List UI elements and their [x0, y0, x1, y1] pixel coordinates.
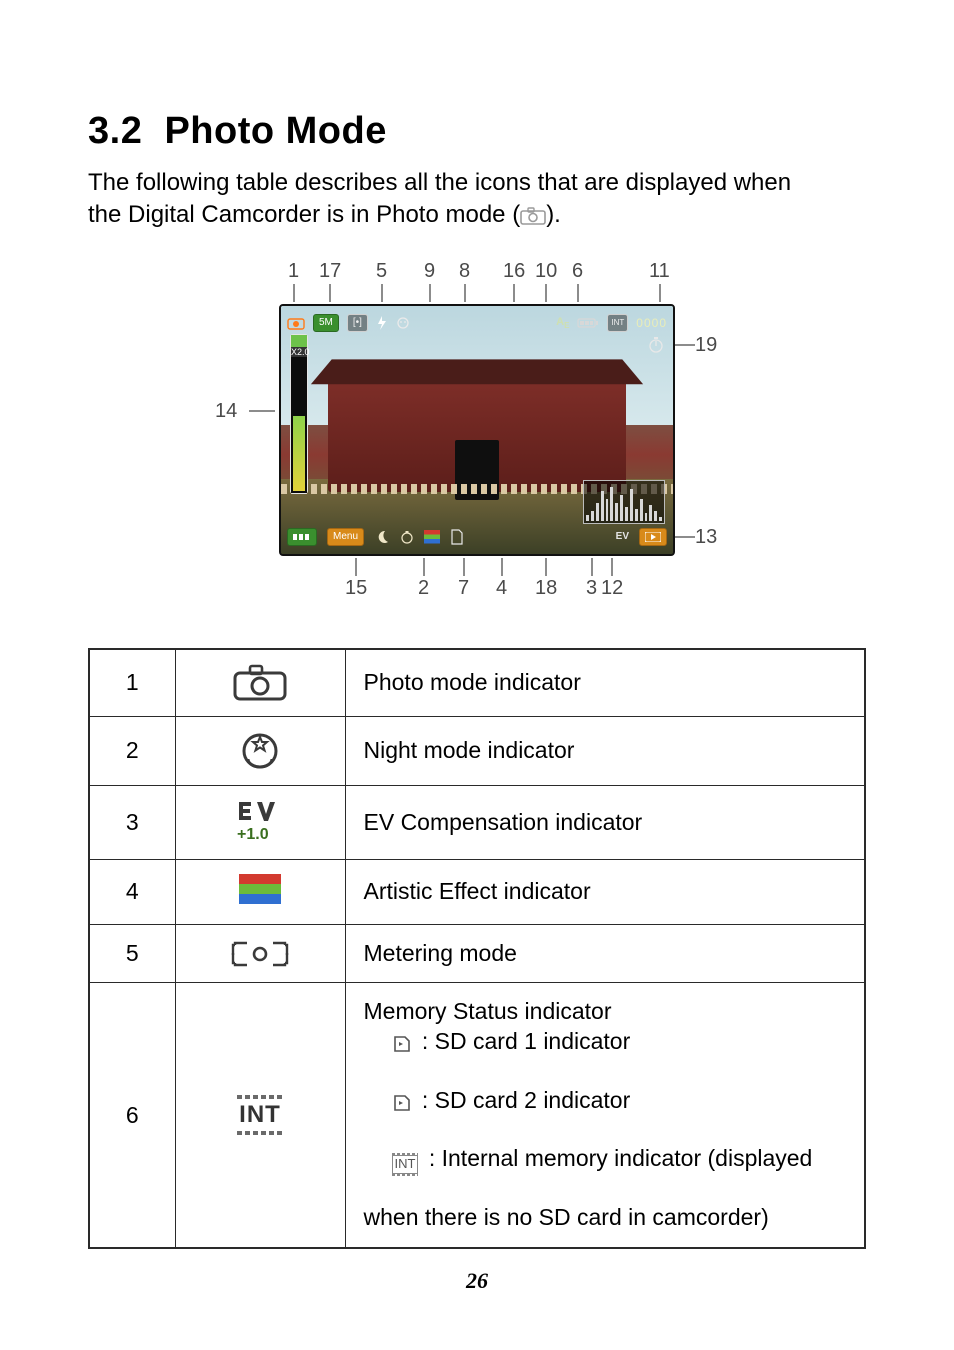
row-number: 6	[89, 983, 175, 1248]
row-description: Memory Status indicator : SD card 1 indi…	[345, 983, 865, 1248]
intro-line2b: ).	[546, 201, 561, 228]
sd-card-1-icon	[392, 1035, 412, 1053]
callout-number: 9	[424, 260, 435, 283]
histogram	[583, 480, 665, 524]
callout-number: 12	[601, 577, 623, 600]
row-number: 2	[89, 716, 175, 785]
document-osd-icon	[450, 529, 464, 545]
intro-line2a: the Digital Camcorder is in Photo mode (	[88, 201, 520, 228]
ev-osd-icon: EV	[616, 531, 629, 542]
mem-line0: Memory Status indicator	[364, 998, 612, 1024]
callout-number: 14	[215, 400, 237, 423]
callout-number: 17	[319, 260, 341, 283]
callout-number: 3	[586, 577, 597, 600]
row-number: 3	[89, 785, 175, 859]
callout-number: 1	[288, 260, 299, 283]
callout-number: 11	[649, 260, 670, 283]
ev-value: +1.0	[237, 826, 269, 843]
row-description: EV Compensation indicator	[345, 785, 865, 859]
table-row: 2 Night mode indicator	[89, 716, 865, 785]
row-description: Metering mode	[345, 924, 865, 982]
night-mode-osd-icon	[374, 529, 390, 545]
camera-icon	[520, 207, 546, 225]
callout-number: 2	[418, 577, 429, 600]
callout-number: 5	[376, 260, 387, 283]
flash-icon	[376, 316, 388, 330]
mem-tail: when there is no SD card in camcorder)	[364, 1204, 769, 1230]
battery-icon	[577, 317, 599, 329]
section-heading: 3.2 Photo Mode	[88, 110, 866, 153]
auto-exposure-icon: AE	[556, 316, 569, 330]
row-number: 1	[89, 649, 175, 717]
camera-mode-icon	[287, 316, 305, 330]
section-number: 3.2	[88, 110, 142, 152]
table-row: 4 Artistic Effect indicator	[89, 859, 865, 924]
callout-number: 19	[695, 334, 717, 357]
artistic-osd-icon	[424, 530, 440, 544]
mem-sd2: : SD card 2 indicator	[422, 1087, 630, 1113]
icon-legend-table: 1 Photo mode indicator 2 Night mode indi…	[88, 648, 866, 1249]
intro-paragraph: The following table describes all the ic…	[88, 167, 866, 232]
playback-button[interactable]	[639, 528, 667, 546]
callout-number: 7	[458, 577, 469, 600]
page-number: 26	[0, 1268, 954, 1294]
focus-frame-icon: [•]	[347, 314, 368, 332]
battery-bars-icon	[287, 528, 317, 546]
sd-card-2-icon	[392, 1094, 412, 1112]
ev-compensation-icon: +1.0	[175, 785, 345, 859]
metering-mode-icon	[175, 924, 345, 982]
callout-number: 16	[503, 260, 525, 283]
callout-number: 10	[535, 260, 557, 283]
section-title-text: Photo Mode	[164, 110, 386, 152]
table-row: 6 INT Memory Status indicator : SD card …	[89, 983, 865, 1248]
int-badge: INT	[607, 314, 628, 332]
mem-sd1: : SD card 1 indicator	[422, 1028, 630, 1054]
osd-bottom-row: Menu EV	[287, 526, 667, 548]
table-row: 3 +1.0 EV Compensation indicator	[89, 785, 865, 859]
row-description: Night mode indicator	[345, 716, 865, 785]
row-number: 4	[89, 859, 175, 924]
artistic-effect-icon	[175, 859, 345, 924]
int-mini-icon: INT	[392, 1155, 419, 1174]
callout-number: 18	[535, 577, 557, 600]
face-detect-icon	[396, 316, 410, 330]
callout-number: 8	[459, 260, 470, 283]
zoom-label: X2.0	[291, 347, 307, 357]
row-description: Artistic Effect indicator	[345, 859, 865, 924]
callout-number: 15	[345, 577, 367, 600]
shot-counter: 0000	[636, 316, 667, 330]
row-description: Photo mode indicator	[345, 649, 865, 717]
mem-int: : Internal memory indicator (displayed	[429, 1145, 813, 1171]
internal-memory-icon: INT	[175, 983, 345, 1248]
callout-number: 6	[572, 260, 583, 283]
night-mode-icon	[175, 716, 345, 785]
callout-number: 13	[695, 526, 717, 549]
lcd-preview: 5M [•] AE INT 0000 X2.0	[279, 304, 675, 556]
photo-mode-diagram: 1 17 5 9 8 16 10 6 11 5M [•] AE INT	[197, 260, 757, 600]
row-number: 5	[89, 924, 175, 982]
self-timer-icon	[647, 336, 665, 354]
table-row: 1 Photo mode indicator	[89, 649, 865, 717]
callout-number: 4	[496, 577, 507, 600]
timer-osd-icon	[400, 530, 414, 544]
menu-button[interactable]: Menu	[327, 528, 364, 546]
resolution-badge: 5M	[313, 314, 339, 332]
table-row: 5 Metering mode	[89, 924, 865, 982]
zoom-bar: X2.0	[290, 334, 308, 494]
osd-top-row: 5M [•] AE INT 0000	[287, 312, 667, 334]
photo-mode-icon	[175, 649, 345, 717]
intro-line1: The following table describes all the ic…	[88, 169, 791, 196]
